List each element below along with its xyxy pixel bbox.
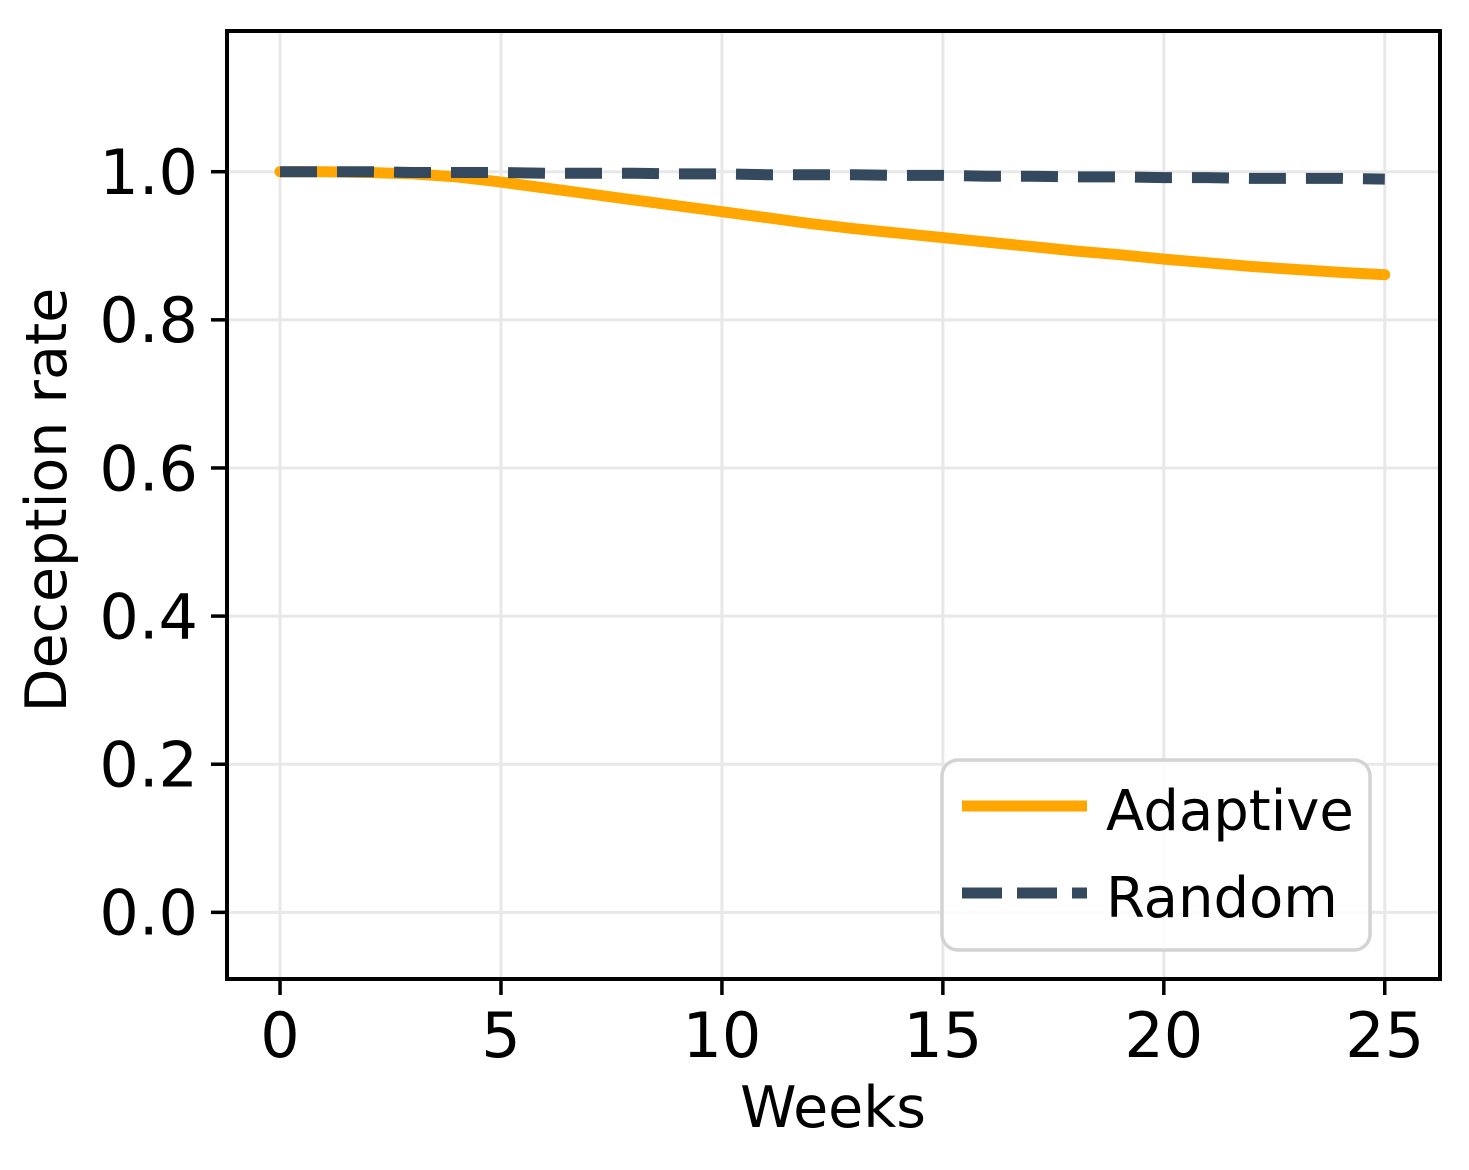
y-axis-label: Deception rate: [14, 288, 80, 713]
y-tick-label: 0.2: [99, 729, 198, 802]
series-lines: [274, 166, 1391, 281]
y-tick-label: 0.6: [99, 432, 198, 505]
x-axis-ticks: 0 5 10 15 20 25: [260, 979, 1424, 1072]
x-tick-label: 0: [260, 999, 299, 1072]
y-tick-label: 0.8: [99, 284, 198, 357]
x-tick-label: 25: [1345, 999, 1424, 1072]
x-tick-label: 10: [682, 999, 761, 1072]
x-tick-label: 20: [1124, 999, 1203, 1072]
legend-label-random: Random: [1106, 866, 1338, 931]
y-tick-label: 0.0: [99, 877, 198, 950]
y-axis-ticks: 0.0 0.2 0.4 0.6 0.8 1.0: [99, 136, 227, 950]
y-tick-label: 0.4: [99, 580, 198, 653]
x-axis-label: Weeks: [740, 1075, 926, 1141]
y-tick-label: 1.0: [99, 136, 198, 209]
legend-label-adaptive: Adaptive: [1106, 779, 1354, 844]
plot-border: [225, 29, 1442, 981]
x-tick-label: 5: [481, 999, 520, 1072]
x-tick-label: 15: [903, 999, 982, 1072]
legend: Adaptive Random: [940, 758, 1372, 952]
series-line-random: [280, 166, 1385, 185]
